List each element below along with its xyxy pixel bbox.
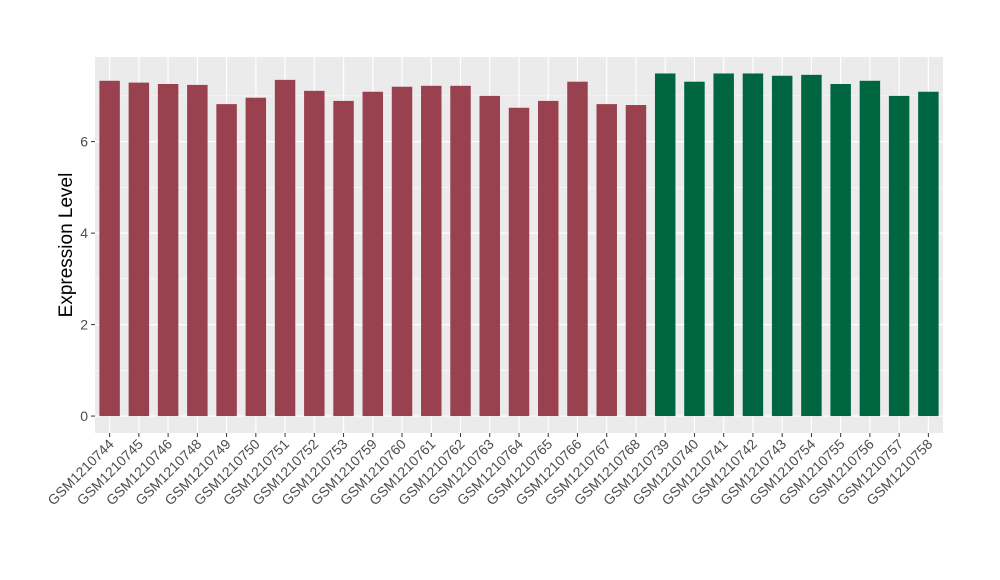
bar-GSM1210767 <box>596 104 617 417</box>
bar-GSM1210766 <box>567 81 588 417</box>
bar-GSM1210765 <box>538 100 559 417</box>
y-tick-label: 2 <box>80 317 88 333</box>
bar-GSM1210755 <box>830 83 851 417</box>
bar-GSM1210754 <box>801 74 822 417</box>
bar-GSM1210739 <box>654 73 676 417</box>
y-tick-label: 4 <box>80 225 88 241</box>
y-axis-label: Expression Level <box>56 173 77 318</box>
bar-GSM1210757 <box>888 95 910 417</box>
bar-GSM1210768 <box>625 105 647 417</box>
bar-GSM1210752 <box>304 90 325 417</box>
bar-GSM1210753 <box>333 100 354 417</box>
bar-GSM1210751 <box>274 79 296 417</box>
bar-GSM1210758 <box>918 91 939 417</box>
bar-GSM1210759 <box>362 91 384 417</box>
bar-GSM1210750 <box>245 97 267 417</box>
y-tick-label: 0 <box>80 408 88 424</box>
bar-GSM1210740 <box>684 81 705 417</box>
bar-GSM1210745 <box>128 82 150 417</box>
y-tick-label: 6 <box>80 134 88 150</box>
bar-GSM1210764 <box>508 107 530 417</box>
bar-GSM1210749 <box>216 104 237 417</box>
bar-GSM1210746 <box>157 83 179 417</box>
bar-GSM1210760 <box>391 86 413 417</box>
bar-GSM1210762 <box>450 85 471 417</box>
bar-GSM1210756 <box>859 80 881 417</box>
bar-GSM1210748 <box>187 84 208 417</box>
bar-GSM1210744 <box>99 80 120 417</box>
bar-GSM1210741 <box>713 73 734 417</box>
bar-GSM1210743 <box>771 75 793 417</box>
bar-GSM1210742 <box>742 73 764 417</box>
bar-GSM1210761 <box>421 85 442 417</box>
bar-GSM1210763 <box>479 95 500 417</box>
